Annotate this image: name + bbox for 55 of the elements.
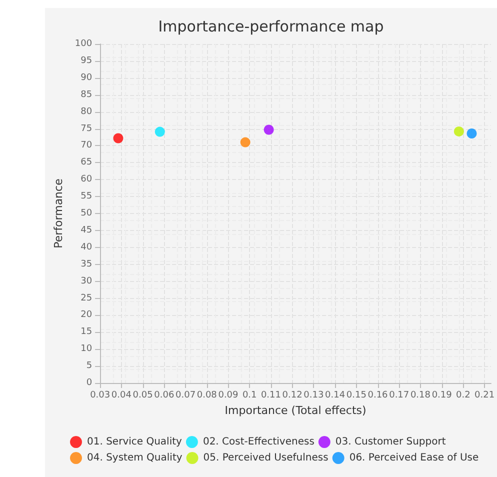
legend-label: 01. Service Quality [87,436,182,448]
y-tick-label: 65 [80,158,92,168]
legend-label: 03. Customer Support [335,436,446,448]
y-tick-label: 100 [74,39,92,49]
y-axis-title: Performance [52,178,65,248]
point [454,126,464,136]
y-tick-label: 45 [80,225,92,236]
y-tick-label: 90 [80,72,92,83]
legend-label: 02. Cost-Effectiveness [202,436,314,448]
y-tick-label: 80 [80,106,92,117]
legend-label: 05. Perceived Usefulness [203,452,328,464]
x-tick-label: 0.06 [154,390,174,400]
point [264,124,274,135]
x-tick-label: 0.03 [90,390,110,400]
y-tick-label: 60 [80,174,92,185]
x-tick-label: 0.16 [368,390,388,400]
point [113,133,124,144]
x-tick-label: 0.2 [456,390,470,400]
x-tick-label: 0.19 [432,390,452,400]
x-tick-label: 0.1 [242,390,257,400]
chart-title: Importance-performance map [158,18,384,36]
x-tick-label: 0.12 [282,390,302,400]
point [466,128,477,138]
point [154,126,165,137]
y-tick-label: 40 [80,242,92,252]
y-tick-label: 30 [80,276,92,286]
y-tick-label: 70 [80,140,92,151]
x-tick-label: 0.09 [218,390,239,400]
legend-label: 04. System Quality [87,452,182,464]
y-tick-label: 95 [80,56,92,66]
x-axis-title: Importance (Total effects) [224,404,366,417]
x-tick-label: 0.17 [389,390,410,400]
y-tick-label: 85 [80,90,92,100]
x-tick-label: 0.21 [474,390,495,400]
y-tick-label: 0 [86,378,92,388]
x-tick-label: 0.11 [260,390,281,400]
y-tick-label: 20 [80,310,92,320]
x-tick-label: 0.13 [304,390,324,400]
x-tick-label: 0.14 [325,390,346,400]
y-tick-label: 15 [80,327,92,338]
y-tick-label: 55 [80,192,92,202]
point [240,137,250,148]
x-tick-label: 0.08 [196,390,218,400]
y-tick-label: 75 [80,124,92,134]
legend-label: 06. Perceived Ease of Use [349,452,479,464]
y-tick-label: 50 [80,208,92,218]
x-tick-label: 0.07 [175,390,196,400]
y-tick-label: 5 [86,361,92,372]
y-tick-label: 35 [80,259,92,270]
x-tick-label: 0.05 [132,390,153,400]
x-tick-label: 0.15 [346,390,366,400]
y-tick-label: 25 [80,293,92,304]
x-tick-label: 0.04 [111,390,132,400]
y-tick-label: 10 [80,344,92,354]
x-tick-label: 0.18 [410,390,431,400]
